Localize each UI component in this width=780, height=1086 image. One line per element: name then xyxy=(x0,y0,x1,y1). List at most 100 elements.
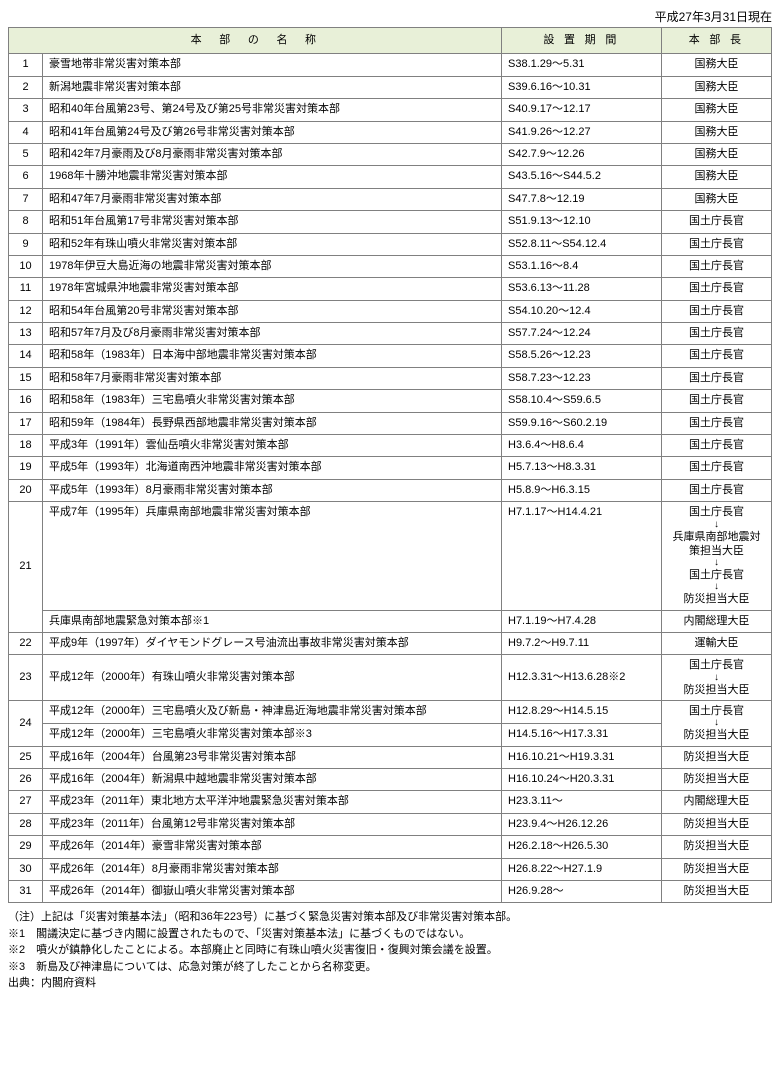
row-name: 平成5年（1993年）8月豪雨非常災害対策本部 xyxy=(43,479,502,501)
row-num: 15 xyxy=(9,367,43,389)
row-name: 新潟地震非常災害対策本部 xyxy=(43,76,502,98)
note-3: ※3 新島及び神津島については、応急対策が終了したことから名称変更。 xyxy=(8,959,772,976)
table-row: 7昭和47年7月豪雨非常災害対策本部S47.7.8～12.19国務大臣 xyxy=(9,188,772,210)
row-head: 国務大臣 xyxy=(662,188,772,210)
row-period: H23.3.11～ xyxy=(502,791,662,813)
row-head: 国土庁長官↓兵庫県南部地震対策担当大臣↓国土庁長官↓防災担当大臣 xyxy=(662,502,772,610)
row-num: 24 xyxy=(9,701,43,747)
row-num: 9 xyxy=(9,233,43,255)
row-head: 国土庁長官 xyxy=(662,323,772,345)
row-name: 昭和58年（1983年）日本海中部地震非常災害対策本部 xyxy=(43,345,502,367)
row-head: 国土庁長官 xyxy=(662,457,772,479)
row-head: 防災担当大臣 xyxy=(662,836,772,858)
row-num: 7 xyxy=(9,188,43,210)
table-row: 19平成5年（1993年）北海道南西沖地震非常災害対策本部H5.7.13～H8.… xyxy=(9,457,772,479)
row-num: 30 xyxy=(9,858,43,880)
row-head: 防災担当大臣 xyxy=(662,813,772,835)
row-num: 28 xyxy=(9,813,43,835)
row-period: S51.9.13～12.10 xyxy=(502,211,662,233)
row-head: 国務大臣 xyxy=(662,143,772,165)
row-head: 防災担当大臣 xyxy=(662,858,772,880)
row-period: H16.10.24～H20.3.31 xyxy=(502,769,662,791)
row-period: H12.3.31～H13.6.28※2 xyxy=(502,655,662,701)
row-period: H26.9.28～ xyxy=(502,881,662,903)
table-row: 29平成26年（2014年）豪雪非常災害対策本部H26.2.18～H26.5.3… xyxy=(9,836,772,858)
row-num: 6 xyxy=(9,166,43,188)
row-name: 平成5年（1993年）北海道南西沖地震非常災害対策本部 xyxy=(43,457,502,479)
table-row: 12昭和54年台風第20号非常災害対策本部S54.10.20～12.4国土庁長官 xyxy=(9,300,772,322)
row-head: 国務大臣 xyxy=(662,76,772,98)
table-row: 1豪雪地帯非常災害対策本部S38.1.29～5.31国務大臣 xyxy=(9,54,772,76)
row-name: 昭和42年7月豪雨及び8月豪雨非常災害対策本部 xyxy=(43,143,502,165)
row-head: 国土庁長官 xyxy=(662,367,772,389)
row-num: 29 xyxy=(9,836,43,858)
row-num: 19 xyxy=(9,457,43,479)
row-num: 14 xyxy=(9,345,43,367)
row-name: 昭和57年7月及び8月豪雨非常災害対策本部 xyxy=(43,323,502,345)
note-source: 出典：内閣府資料 xyxy=(8,975,772,992)
disaster-hq-table: 本 部 の 名 称 設 置 期 間 本 部 長 1豪雪地帯非常災害対策本部S38… xyxy=(8,27,772,903)
row-name: 平成7年（1995年）兵庫県南部地震非常災害対策本部 xyxy=(43,502,502,610)
row-num: 18 xyxy=(9,435,43,457)
row-head: 防災担当大臣 xyxy=(662,881,772,903)
row-head: 国土庁長官 xyxy=(662,233,772,255)
row-head: 国務大臣 xyxy=(662,99,772,121)
row-name: 昭和58年（1983年）三宅島噴火非常災害対策本部 xyxy=(43,390,502,412)
row-num: 5 xyxy=(9,143,43,165)
row-name: 平成3年（1991年）雲仙岳噴火非常災害対策本部 xyxy=(43,435,502,457)
row-head: 国土庁長官 xyxy=(662,300,772,322)
row-name: 平成9年（1997年）ダイヤモンドグレース号油流出事故非常災害対策本部 xyxy=(43,633,502,655)
table-row: 17昭和59年（1984年）長野県西部地震非常災害対策本部S59.9.16～S6… xyxy=(9,412,772,434)
row-head: 国務大臣 xyxy=(662,54,772,76)
row-head: 国土庁長官 xyxy=(662,211,772,233)
row-head: 国土庁長官 xyxy=(662,255,772,277)
row-period: S42.7.9～12.26 xyxy=(502,143,662,165)
row-head: 国土庁長官 xyxy=(662,278,772,300)
row-name: 1978年宮城県沖地震非常災害対策本部 xyxy=(43,278,502,300)
row-name: 昭和41年台風第24号及び第26号非常災害対策本部 xyxy=(43,121,502,143)
table-row: 18平成3年（1991年）雲仙岳噴火非常災害対策本部H3.6.4～H8.6.4国… xyxy=(9,435,772,457)
note-main: （注）上記は「災害対策基本法」（昭和36年223号）に基づく緊急災害対策本部及び… xyxy=(8,909,772,926)
row-num: 17 xyxy=(9,412,43,434)
table-row: 27平成23年（2011年）東北地方太平洋沖地震緊急災害対策本部H23.3.11… xyxy=(9,791,772,813)
row-period: S47.7.8～12.19 xyxy=(502,188,662,210)
row-name: 平成23年（2011年）東北地方太平洋沖地震緊急災害対策本部 xyxy=(43,791,502,813)
row-name: 昭和59年（1984年）長野県西部地震非常災害対策本部 xyxy=(43,412,502,434)
row-head: 国務大臣 xyxy=(662,121,772,143)
row-period: H26.2.18～H26.5.30 xyxy=(502,836,662,858)
row-num: 10 xyxy=(9,255,43,277)
row-period: H7.1.19～H7.4.28 xyxy=(502,610,662,632)
row-head: 国土庁長官 xyxy=(662,390,772,412)
row-head: 国土庁長官 xyxy=(662,412,772,434)
row-num: 21 xyxy=(9,502,43,633)
table-row: 20平成5年（1993年）8月豪雨非常災害対策本部H5.8.9～H6.3.15国… xyxy=(9,479,772,501)
row-period: S41.9.26～12.27 xyxy=(502,121,662,143)
row-period: H3.6.4～H8.6.4 xyxy=(502,435,662,457)
table-row: 3昭和40年台風第23号、第24号及び第25号非常災害対策本部S40.9.17～… xyxy=(9,99,772,121)
row-head: 内閣総理大臣 xyxy=(662,610,772,632)
table-row: 9昭和52年有珠山噴火非常災害対策本部S52.8.11～S54.12.4国土庁長… xyxy=(9,233,772,255)
row-name: 昭和52年有珠山噴火非常災害対策本部 xyxy=(43,233,502,255)
row-period: S40.9.17～12.17 xyxy=(502,99,662,121)
row-name: 1968年十勝沖地震非常災害対策本部 xyxy=(43,166,502,188)
table-row: 2新潟地震非常災害対策本部S39.6.16～10.31国務大臣 xyxy=(9,76,772,98)
row-name: 平成26年（2014年）豪雪非常災害対策本部 xyxy=(43,836,502,858)
row-num: 22 xyxy=(9,633,43,655)
row-num: 27 xyxy=(9,791,43,813)
notes: （注）上記は「災害対策基本法」（昭和36年223号）に基づく緊急災害対策本部及び… xyxy=(8,909,772,992)
col-name: 本 部 の 名 称 xyxy=(9,28,502,54)
row-head: 国土庁長官 xyxy=(662,345,772,367)
row-name: 豪雪地帯非常災害対策本部 xyxy=(43,54,502,76)
row-name: 平成16年（2004年）台風第23号非常災害対策本部 xyxy=(43,746,502,768)
row-period: S58.7.23～12.23 xyxy=(502,367,662,389)
row-num: 23 xyxy=(9,655,43,701)
row-name: 昭和54年台風第20号非常災害対策本部 xyxy=(43,300,502,322)
row-head: 国土庁長官↓防災担当大臣 xyxy=(662,701,772,747)
row-period: S53.1.16～8.4 xyxy=(502,255,662,277)
row-name: 平成16年（2004年）新潟県中越地震非常災害対策本部 xyxy=(43,769,502,791)
row-period: S57.7.24～12.24 xyxy=(502,323,662,345)
row-period: S39.6.16～10.31 xyxy=(502,76,662,98)
row-num: 1 xyxy=(9,54,43,76)
row-num: 8 xyxy=(9,211,43,233)
row-head: 内閣総理大臣 xyxy=(662,791,772,813)
